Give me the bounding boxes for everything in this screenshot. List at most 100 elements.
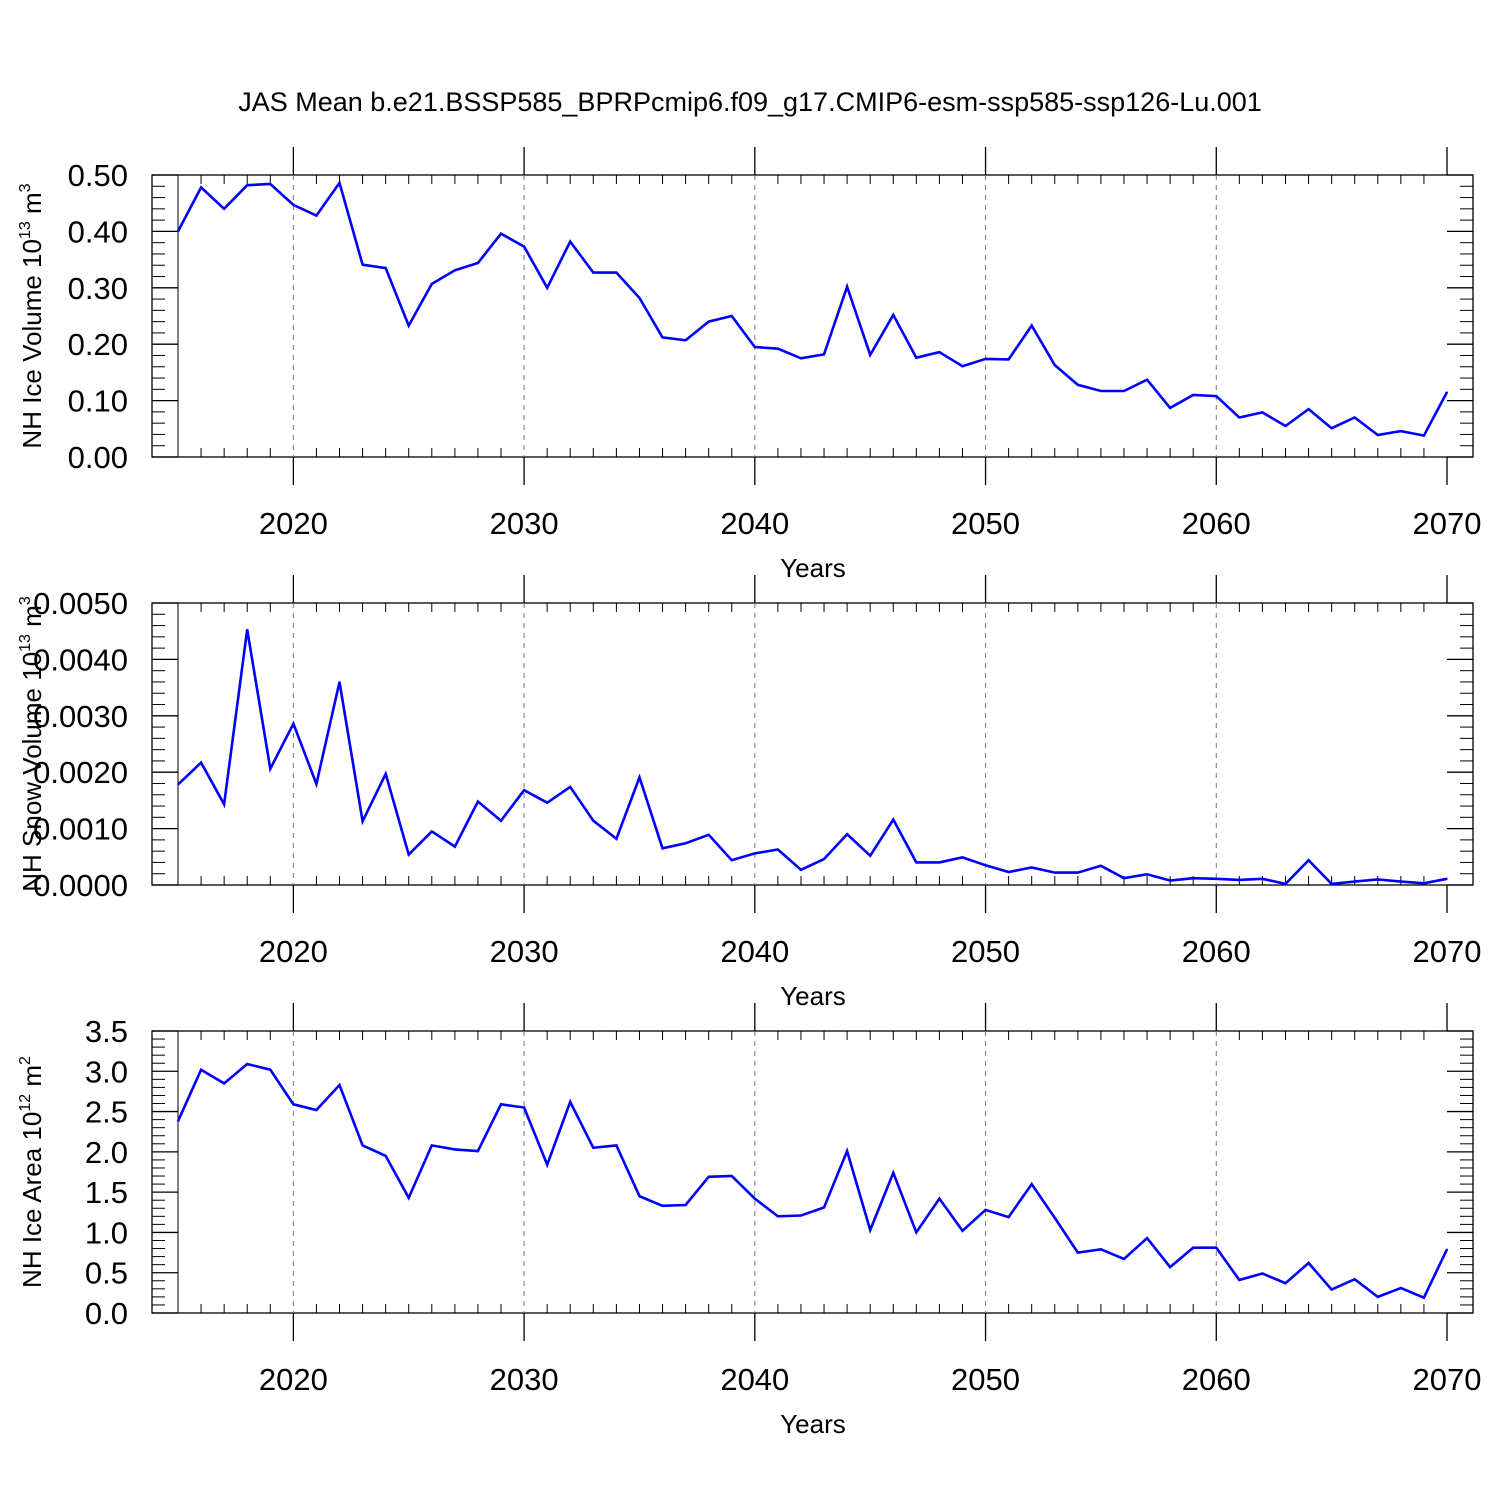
data-point (384, 1155, 387, 1157)
data-point (1169, 879, 1171, 882)
data-point (500, 232, 502, 235)
data-point (892, 314, 895, 316)
data-point (569, 240, 572, 243)
data-point (200, 1068, 202, 1071)
data-point (500, 819, 502, 822)
data-point (177, 230, 179, 233)
data-point (592, 819, 595, 822)
data-point (1146, 378, 1148, 381)
x-tick-label: 2050 (951, 934, 1020, 969)
x-axis-label: Years (780, 553, 846, 583)
data-point (938, 351, 941, 353)
data-point (1261, 411, 1264, 414)
data-point (615, 837, 618, 840)
x-tick-label: 2070 (1413, 506, 1482, 541)
data-point (477, 262, 479, 264)
data-point (684, 1204, 687, 1206)
data-point (407, 1196, 410, 1199)
data-point (592, 1147, 595, 1149)
data-point (777, 848, 779, 851)
data-point (915, 356, 918, 359)
data-point (1353, 880, 1356, 883)
data-point (292, 204, 295, 206)
data-point (1215, 1246, 1218, 1249)
data-point (892, 818, 895, 821)
x-tick-label: 2040 (720, 1362, 789, 1397)
data-point (1400, 430, 1402, 432)
data-point (454, 269, 456, 272)
data-point (1146, 873, 1148, 876)
series-line (177, 629, 1448, 886)
data-point (754, 1197, 756, 1200)
data-point (246, 1063, 249, 1065)
data-point (915, 1231, 918, 1234)
x-tick-label: 2050 (951, 506, 1020, 541)
data-point (800, 357, 802, 360)
data-point (361, 820, 364, 823)
data-point (523, 789, 525, 792)
data-point (1077, 871, 1079, 874)
data-point (315, 214, 318, 217)
data-point (1030, 866, 1033, 869)
y-tick-label: 3.5 (85, 1014, 128, 1049)
data-point (730, 859, 733, 861)
y-axis-label: NH Ice Area 1012 m2 (17, 1056, 47, 1288)
data-point (984, 864, 987, 867)
data-point (177, 1120, 179, 1123)
y-label-exponent: 13 (17, 221, 34, 239)
data-point (754, 346, 756, 348)
data-point (500, 1103, 502, 1106)
data-point (961, 365, 964, 367)
data-point (1284, 425, 1287, 427)
data-point (707, 320, 710, 323)
data-point (1100, 1248, 1102, 1251)
y-tick-label: 0.50 (68, 158, 128, 193)
data-point (407, 853, 410, 856)
data-point (223, 803, 225, 806)
y-label-unit: m (17, 605, 47, 634)
data-point (546, 801, 548, 804)
data-point (730, 315, 733, 317)
data-point (823, 858, 825, 860)
data-point (707, 1176, 710, 1178)
y-tick-label: 1.5 (85, 1175, 128, 1210)
x-tick-label: 2060 (1182, 1362, 1251, 1397)
data-point (523, 245, 525, 248)
data-point (984, 358, 987, 360)
y-tick-label: 0.00 (68, 440, 128, 475)
x-tick-label: 2070 (1413, 1362, 1482, 1397)
x-tick-label: 2030 (490, 934, 559, 969)
y-axis-label: NH Ice Volume 1013 m3 (17, 183, 47, 448)
data-point (1376, 878, 1379, 881)
plot-frame (151, 174, 1474, 458)
plot-frame (151, 602, 1474, 886)
data-point (1330, 883, 1333, 885)
y-label-text: NH Ice Area 10 (17, 1112, 47, 1288)
data-point (1169, 407, 1171, 409)
y-label-unit: m (17, 192, 47, 221)
data-point (1284, 1282, 1287, 1284)
figure-title: JAS Mean b.e21.BSSP585_BPRPcmip6.f09_g17… (238, 87, 1262, 117)
data-point (477, 800, 479, 803)
data-point (292, 722, 295, 725)
data-point (384, 773, 387, 775)
y-label-exponent: 12 (17, 1094, 34, 1112)
data-point (846, 1150, 848, 1152)
data-point (638, 297, 641, 299)
data-point (1261, 1272, 1264, 1275)
data-point (1192, 394, 1194, 396)
y-tick-label: 0.0050 (33, 586, 128, 621)
data-point (1261, 877, 1264, 880)
data-point (1446, 877, 1448, 880)
data-point (269, 1068, 272, 1071)
y-label-text: NH Ice Volume 10 (17, 239, 47, 449)
data-point (569, 786, 572, 788)
data-point (1307, 859, 1310, 861)
y-axis-label-group: NH Ice Volume 1013 m3 (17, 183, 47, 448)
y-tick-label: 0.0000 (33, 868, 128, 903)
data-point (1353, 416, 1356, 419)
data-point (961, 856, 964, 859)
data-point (1423, 434, 1425, 437)
x-tick-label: 2030 (490, 506, 559, 541)
data-point (777, 1215, 779, 1218)
